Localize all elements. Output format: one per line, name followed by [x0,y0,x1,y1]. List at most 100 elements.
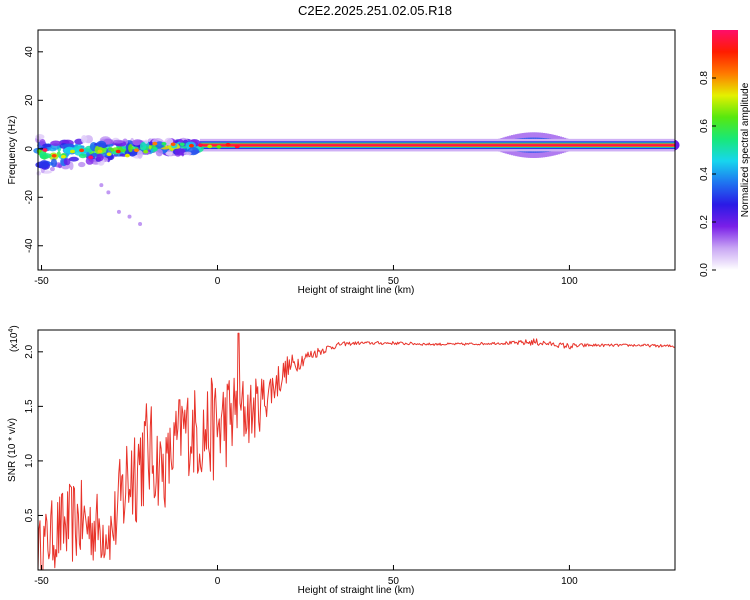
spectrogram-cell [79,148,85,153]
spectrogram-x-label: Height of straight line (km) [298,285,415,296]
spectrogram-cell [62,143,75,149]
spectrogram-cell [50,158,58,168]
spectrogram-cell [96,153,104,162]
spectrogram-cell [152,141,158,146]
spectrogram-cell [85,157,94,165]
snr-y-tick-label: 1.5 [24,399,35,413]
snr-x-tick-label: 100 [561,576,578,587]
spectrogram-cell [165,151,173,156]
spectrogram-cell [148,141,154,146]
spectrogram-cell [137,150,143,159]
snr-panel: -50 0 50 100 0.5 1.0 1.5 2.0 (x104) SNR (10 * … [7,325,676,596]
spectrogram-cell [57,163,63,169]
spectrogram-cell [106,152,112,156]
spectrogram-x-tick-label: 50 [388,276,400,287]
spectrogram-cell [78,161,86,168]
colorbar-tick-label: 0.2 [699,215,710,229]
spectrogram-cell [188,143,194,148]
colorbar-label: Normalized spectral amplitude [740,82,750,217]
spectrogram-cell [124,153,130,158]
spectrogram-cell [161,141,167,146]
snr-scale-label: (x104) [8,325,20,352]
spectrogram-cell [69,149,75,154]
spectrogram-cell [49,166,55,172]
spectrogram-cell [155,148,163,157]
spectrogram-cell [96,140,107,148]
spectrogram-cell [234,144,240,149]
spectrogram-cell [99,183,104,188]
spectrogram-cell [68,156,79,162]
colorbar-scale [712,30,738,270]
snr-y-tick-label: 0.5 [24,508,35,522]
spectrogram-cell [42,143,52,148]
colorbar-tick-label: 0.8 [699,71,710,85]
spectrogram-cell [179,142,185,147]
snr-frame [37,329,676,571]
snr-x-ticks: -50 0 50 100 [34,565,578,587]
snr-scale-exponent: 4 [8,329,15,333]
spectrogram-y-tick-label: 0 [24,146,35,152]
snr-x-label: Height of straight line (km) [298,585,415,596]
spectrogram-cell [144,139,149,144]
snr-y-tick-label: 1.0 [24,454,35,468]
snr-series-line [37,332,675,571]
figure-title: C2E2.2025.251.02.05.R18 [298,3,452,18]
spectrogram-panel: -50 0 50 100 -40 -20 0 20 40 Height of straight… [7,29,680,296]
snr-scale-base: (x10 [9,332,20,352]
colorbar-tick-label: 0.0 [699,263,710,277]
snr-background [38,330,675,570]
spectrogram-band [199,144,675,146]
spectrogram-cell [88,155,94,160]
spectrogram-cell [134,148,140,153]
spectrogram-cell [36,171,42,176]
snr-y-label: SNR (10 * v/v) [7,418,18,482]
spectrogram-x-ticks: -50 0 50 100 [34,265,578,287]
colorbar-tick-label: 0.6 [699,119,710,133]
spectrogram-y-tick-label: 20 [24,94,35,106]
spectrogram-x-tick-label: -50 [34,276,49,287]
spectrogram-cell [225,142,231,147]
spectrogram-cell [207,144,213,149]
spectrogram-cell [143,149,149,154]
spectrogram-cell [42,154,47,160]
spectrogram-cell [115,149,121,154]
spectrogram-cell [106,190,111,195]
spectrogram-cell [103,138,114,145]
spectrogram-cell [39,160,50,169]
spectrogram-cell [216,145,222,149]
snr-y-ticks: 0.5 1.0 1.5 2.0 [24,344,43,522]
snr-x-tick-label: 50 [388,576,400,587]
snr-scale-close: ) [9,325,20,328]
colorbar-ticks: 0.0 0.2 0.4 0.6 0.8 [699,71,716,277]
spectrogram-cell [51,153,57,158]
spectrogram-y-label: Frequency (Hz) [7,116,18,185]
spectrogram-cell [127,214,132,219]
spectrogram-cell [198,143,204,148]
colorbar: 0.0 0.2 0.4 0.6 0.8 Normalized spectral ampl… [699,30,750,277]
spectrogram-cell [42,148,48,152]
snr-x-tick-label: 0 [215,576,221,587]
spectrogram-cell [139,142,147,151]
spectrogram-cell [78,153,87,159]
spectrogram-cell [174,148,186,156]
spectrogram-cell [81,134,88,144]
spectrogram-marks [33,132,680,226]
spectrogram-cell [63,158,71,166]
spectrogram-x-tick-label: 0 [215,276,221,287]
spectrogram-cell [128,143,133,153]
spectrogram-cell [138,221,143,226]
spectrogram-cell [153,147,158,152]
spectrogram-cell [35,134,45,140]
spectrogram-cell [50,140,62,146]
spectrogram-cell [97,149,103,154]
spectrogram-x-tick-label: 100 [561,276,578,287]
spectrogram-cell [112,139,124,144]
spectrogram-cell [183,151,192,156]
snr-x-tick-label: -50 [34,576,49,587]
snr-y-tick-label: 2.0 [24,344,35,358]
spectrogram-cell [170,142,176,147]
spectrogram-cell [60,154,66,159]
spectrogram-cell [69,161,74,171]
spectrogram-cell [132,139,144,145]
